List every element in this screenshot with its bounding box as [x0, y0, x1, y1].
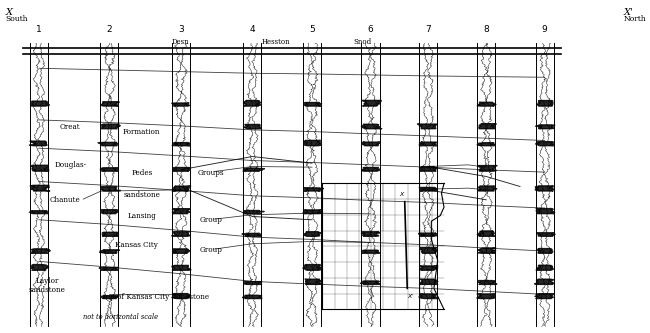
Text: Desn: Desn [172, 38, 190, 46]
Text: sandstone: sandstone [29, 286, 65, 294]
Text: 1: 1 [36, 25, 42, 35]
Text: Snod: Snod [354, 38, 372, 46]
Text: 8: 8 [484, 25, 489, 35]
Text: 6: 6 [368, 25, 373, 35]
Text: Formation: Formation [123, 128, 161, 136]
Text: top of Kansas City  limestone: top of Kansas City limestone [103, 293, 209, 301]
Text: Group: Group [200, 216, 223, 224]
Text: North: North [624, 15, 647, 23]
Text: Hesston: Hesston [262, 38, 291, 46]
Text: Douglas-: Douglas- [54, 161, 86, 169]
Text: South: South [5, 15, 28, 23]
Text: Pedes: Pedes [131, 169, 152, 177]
Text: 2: 2 [107, 25, 112, 35]
Text: Laylor: Laylor [35, 277, 58, 285]
Text: 5: 5 [309, 25, 315, 35]
Text: not to horizontal scale: not to horizontal scale [83, 313, 158, 321]
Text: 9: 9 [542, 25, 547, 35]
Text: 4: 4 [250, 25, 255, 35]
Text: 3: 3 [178, 25, 183, 35]
Text: Groups: Groups [198, 169, 224, 177]
Text: sandstone: sandstone [124, 191, 160, 199]
Text: X': X' [624, 8, 634, 17]
Text: Kansas City: Kansas City [115, 241, 158, 249]
Text: Chanute: Chanute [49, 196, 81, 204]
Text: 7: 7 [425, 25, 430, 35]
Text: Oreat: Oreat [60, 123, 81, 131]
Text: Lansing: Lansing [127, 212, 156, 220]
Text: X: X [5, 8, 12, 17]
Text: Group: Group [200, 246, 223, 254]
Text: X: X [399, 192, 403, 197]
Text: X': X' [407, 294, 413, 299]
